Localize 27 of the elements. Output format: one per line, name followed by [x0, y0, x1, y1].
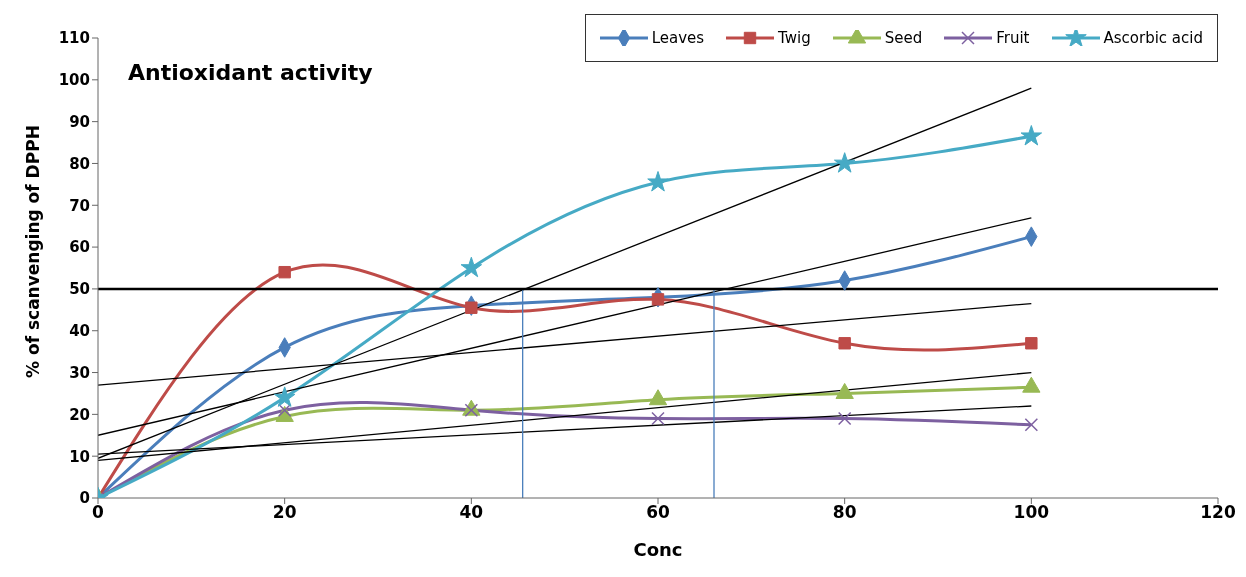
- y-tick-label: 100: [58, 71, 90, 90]
- y-tick-label: 20: [69, 405, 90, 424]
- y-tick-label: 0: [79, 489, 90, 508]
- legend-label: Ascorbic acid: [1103, 29, 1203, 47]
- legend-label: Leaves: [651, 29, 705, 47]
- x-tick-label: 0: [92, 502, 105, 523]
- y-tick-label: 40: [69, 322, 90, 341]
- x-tick-label: 80: [832, 502, 857, 523]
- x-tick-label: 120: [1200, 502, 1236, 523]
- legend-label: Seed: [884, 29, 923, 47]
- y-axis-title: % of scanvenging of DPPH: [23, 125, 44, 378]
- y-tick-label: 10: [69, 447, 90, 466]
- y-tick-label: 30: [69, 363, 90, 382]
- x-tick-label: 20: [272, 502, 297, 523]
- x-tick-label: 40: [459, 502, 484, 523]
- y-tick-label: 60: [69, 238, 90, 257]
- text: Antioxidant activity: [128, 60, 373, 85]
- x-axis-title: Conc: [633, 539, 683, 560]
- x-tick-label: 60: [646, 502, 670, 523]
- x-tick-label: 100: [1013, 502, 1050, 523]
- y-tick-label: 70: [69, 196, 90, 215]
- y-tick-label: 80: [69, 154, 90, 173]
- legend-label: Twig: [778, 29, 811, 47]
- y-tick-label: 90: [69, 112, 90, 131]
- y-tick-label: 110: [58, 29, 90, 48]
- y-tick-label: 50: [69, 280, 90, 299]
- legend-label: Fruit: [996, 29, 1030, 47]
